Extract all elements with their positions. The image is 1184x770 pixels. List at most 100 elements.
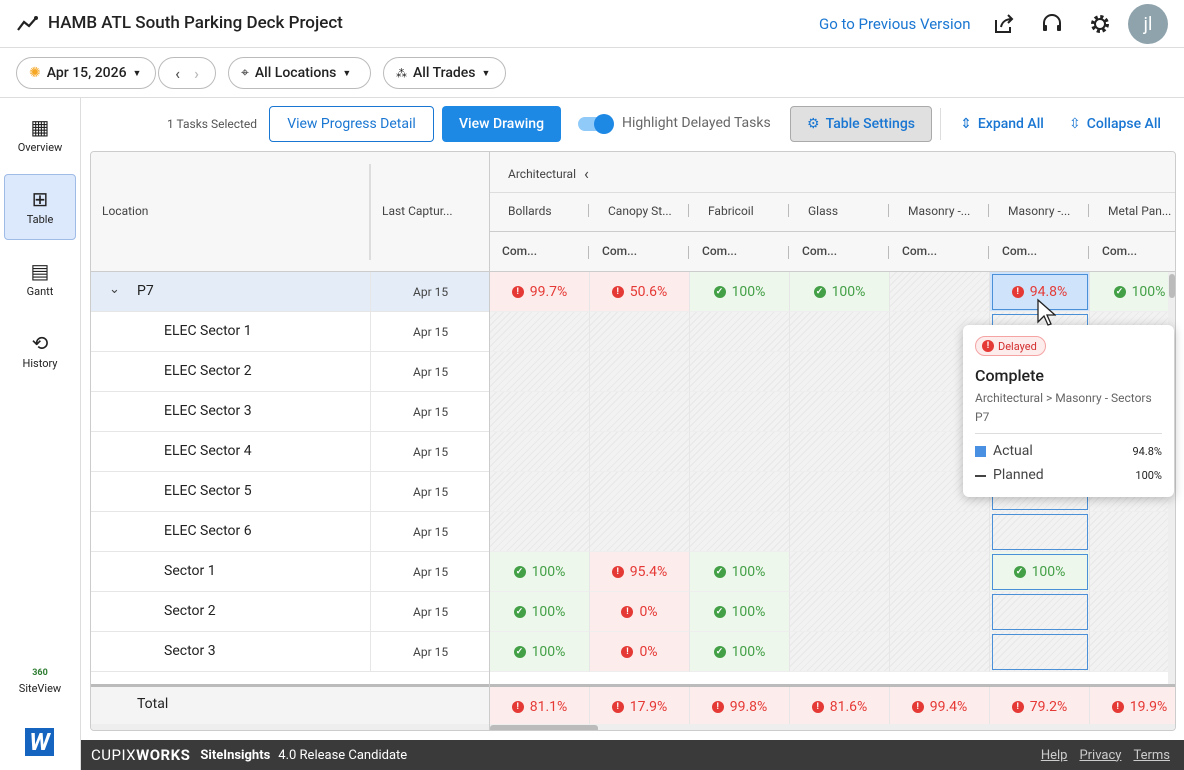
progress-cell[interactable]: ✓ 100% [690, 272, 790, 312]
progress-cell[interactable]: ✓ 100% [490, 592, 590, 632]
progress-cell[interactable] [490, 472, 590, 512]
progress-cell[interactable]: ! 0% [590, 632, 690, 672]
nav-item[interactable]: ▦ Overview [4, 102, 76, 168]
progress-cell[interactable] [690, 312, 790, 352]
nav-item[interactable]: ▤ Gantt [4, 246, 76, 312]
progress-cell[interactable] [990, 512, 1090, 552]
progress-cell[interactable]: ✓ 100% [790, 272, 890, 312]
progress-cell[interactable]: ! 0% [590, 592, 690, 632]
progress-cell[interactable] [890, 272, 990, 312]
next[interactable]: › [194, 63, 199, 83]
progress-cell[interactable] [490, 432, 590, 472]
view-progress-button[interactable]: View Progress Detail [269, 106, 434, 142]
progress-cell[interactable] [790, 392, 890, 432]
progress-cell[interactable]: ! 50.6% [590, 272, 690, 312]
expand-all[interactable]: ⇕ Expand All [957, 106, 1047, 142]
progress-cell[interactable] [790, 432, 890, 472]
column-header[interactable]: Metal Pan... [1108, 204, 1172, 218]
progress-cell[interactable] [690, 472, 790, 512]
progress-cell[interactable] [790, 632, 890, 672]
progress-cell[interactable]: ✓ 100% [490, 552, 590, 592]
progress-cell[interactable] [590, 432, 690, 472]
nav-item[interactable]: ⟲ History [4, 318, 76, 384]
date-picker[interactable]: ✺ Apr 15, 2026 ▼ [16, 57, 156, 89]
progress-cell[interactable] [690, 352, 790, 392]
avatar[interactable]: jl [1128, 4, 1168, 44]
progress-cell[interactable] [790, 312, 890, 352]
progress-cell[interactable] [890, 512, 990, 552]
progress-cell[interactable] [490, 312, 590, 352]
date-nav[interactable]: ‹ › [158, 57, 216, 89]
progress-cell[interactable]: ! 19.9% [1090, 687, 1175, 727]
toggle[interactable] [578, 114, 614, 134]
progress-cell[interactable]: ✓ 100% [1090, 272, 1175, 312]
locations-filter[interactable]: ⌖ All Locations ▼ [228, 57, 371, 89]
progress-cell[interactable] [990, 592, 1090, 632]
progress-cell[interactable] [1090, 552, 1175, 592]
col-sep [888, 246, 889, 259]
progress-cell[interactable] [490, 392, 590, 432]
alert-icon: ! [811, 700, 824, 713]
progress-cell[interactable] [790, 512, 890, 552]
progress-cell[interactable] [990, 632, 1090, 672]
filter-bar: ✺ Apr 15, 2026 ▼ ‹ › ⌖ All Locations ▼ ⁂ All T… [0, 48, 1184, 98]
progress-cell[interactable] [790, 592, 890, 632]
progress-cell[interactable] [690, 392, 790, 432]
progress-cell[interactable]: ✓ 100% [490, 632, 590, 672]
footer-link[interactable]: Terms [1133, 747, 1170, 763]
view-drawing-button[interactable]: View Drawing [442, 106, 561, 142]
caret: ▼ [132, 68, 142, 79]
progress-cell[interactable] [1090, 592, 1175, 632]
trades-filter[interactable]: ⁂ All Trades ▼ [383, 57, 506, 89]
progress-cell[interactable]: ! 99.8% [690, 687, 790, 727]
progress-cell[interactable] [590, 312, 690, 352]
trades-icon: ⁂ [396, 66, 407, 80]
progress-cell[interactable] [790, 352, 890, 392]
support-icon[interactable] [1040, 12, 1064, 36]
settings-icon[interactable] [1088, 12, 1112, 36]
collapse-group[interactable]: ‹ [583, 164, 589, 183]
progress-cell[interactable] [690, 512, 790, 552]
column-header[interactable]: Masonry -... [1008, 204, 1071, 218]
progress-cell[interactable] [590, 392, 690, 432]
column-header[interactable]: Fabricoil [708, 204, 754, 218]
progress-cell[interactable] [790, 552, 890, 592]
progress-cell[interactable]: ✓ 100% [690, 552, 790, 592]
progress-cell[interactable]: ! 81.6% [790, 687, 890, 727]
collapse-all[interactable]: ⇳ Collapse All [1067, 106, 1163, 142]
progress-cell[interactable] [590, 472, 690, 512]
progress-cell[interactable] [890, 592, 990, 632]
siteview-nav[interactable]: 360 SiteView [4, 648, 76, 714]
progress-cell[interactable] [790, 472, 890, 512]
progress-cell[interactable]: ! 95.4% [590, 552, 690, 592]
progress-cell[interactable]: ✓ 100% [690, 592, 790, 632]
expand-toggle[interactable]: ⌄ [109, 282, 120, 297]
previous-version-link[interactable]: Go to Previous Version [819, 15, 971, 33]
share-icon[interactable] [992, 12, 1016, 36]
column-header[interactable]: Bollards [508, 204, 552, 218]
progress-cell[interactable]: ✓ 100% [990, 552, 1090, 592]
prev[interactable]: ‹ [175, 63, 180, 83]
progress-cell[interactable] [890, 552, 990, 592]
progress-cell[interactable] [590, 352, 690, 392]
column-header[interactable]: Glass [808, 204, 839, 218]
nav-item[interactable]: ⊞ Table [4, 174, 76, 240]
progress-cell[interactable] [1090, 512, 1175, 552]
progress-cell[interactable]: ! 99.4% [890, 687, 990, 727]
footer-link[interactable]: Privacy [1079, 747, 1122, 763]
progress-cell[interactable] [590, 512, 690, 552]
progress-cell[interactable] [1090, 632, 1175, 672]
progress-cell[interactable] [690, 432, 790, 472]
column-header[interactable]: Masonry -... [908, 204, 971, 218]
progress-cell[interactable]: ! 79.2% [990, 687, 1090, 727]
progress-cell[interactable]: ! 99.7% [490, 272, 590, 312]
table-settings-button[interactable]: ⚙ Table Settings [790, 106, 932, 142]
column-header[interactable]: Canopy St... [608, 204, 672, 218]
progress-cell[interactable]: ! 17.9% [590, 687, 690, 727]
progress-cell[interactable]: ! 81.1% [490, 687, 590, 727]
progress-cell[interactable]: ✓ 100% [690, 632, 790, 672]
footer-link[interactable]: Help [1040, 747, 1068, 763]
progress-cell[interactable] [490, 512, 590, 552]
progress-cell[interactable] [890, 632, 990, 672]
progress-cell[interactable] [490, 352, 590, 392]
